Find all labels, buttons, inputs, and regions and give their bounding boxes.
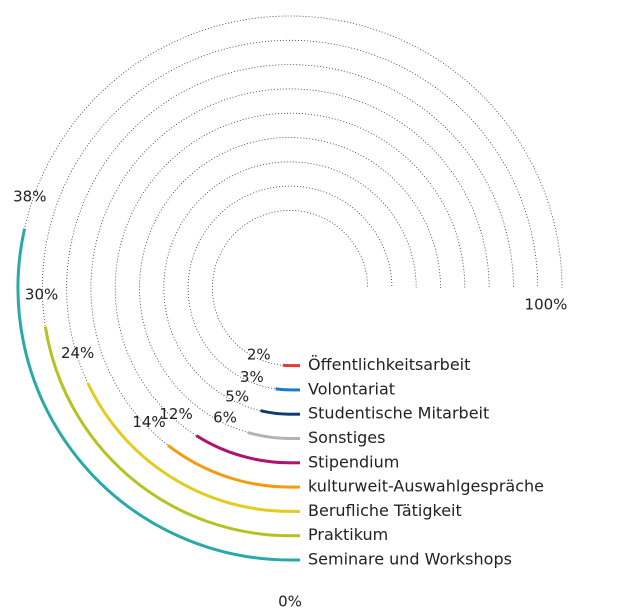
- track: [41, 39, 539, 537]
- value-label: 24%: [61, 344, 94, 362]
- track: [114, 112, 466, 464]
- value-label: 14%: [132, 413, 165, 431]
- track: [139, 137, 441, 439]
- value-label: 3%: [240, 368, 264, 386]
- legend-label: Berufliche Tätigkeit: [308, 501, 462, 520]
- track: [163, 161, 417, 415]
- radial-bar: [167, 444, 291, 489]
- legend-label: Öffentlichkeitsarbeit: [308, 355, 470, 374]
- value-label: 12%: [159, 405, 192, 423]
- radial-bar: [86, 382, 291, 513]
- axis-label: 100%: [525, 296, 568, 314]
- track: [66, 64, 514, 512]
- radial-bar: [16, 228, 291, 562]
- axis-label: 0%: [278, 593, 302, 609]
- value-label: 30%: [25, 286, 58, 304]
- value-label: 6%: [213, 408, 237, 426]
- legend-label: Sonstiges: [308, 428, 385, 447]
- track: [187, 185, 393, 391]
- legend-label: Studentische Mitarbeit: [308, 404, 489, 423]
- legend-label: kulturweit-Auswahlgespräche: [308, 477, 544, 496]
- radial-bar: [247, 431, 291, 440]
- track: [212, 210, 368, 366]
- radial-bar: [275, 387, 291, 392]
- value-label: 2%: [247, 345, 271, 363]
- value-label: 38%: [13, 188, 46, 206]
- radial-bar: [260, 409, 291, 416]
- legend-label: Stipendium: [308, 452, 399, 471]
- value-label: 5%: [225, 388, 249, 406]
- legend-label: Volontariat: [308, 379, 395, 398]
- legend-label: Seminare und Workshops: [308, 550, 512, 569]
- track: [90, 88, 490, 488]
- radial-bar: [43, 326, 291, 538]
- radial-bar: [195, 434, 291, 465]
- legend-label: Praktikum: [308, 525, 388, 544]
